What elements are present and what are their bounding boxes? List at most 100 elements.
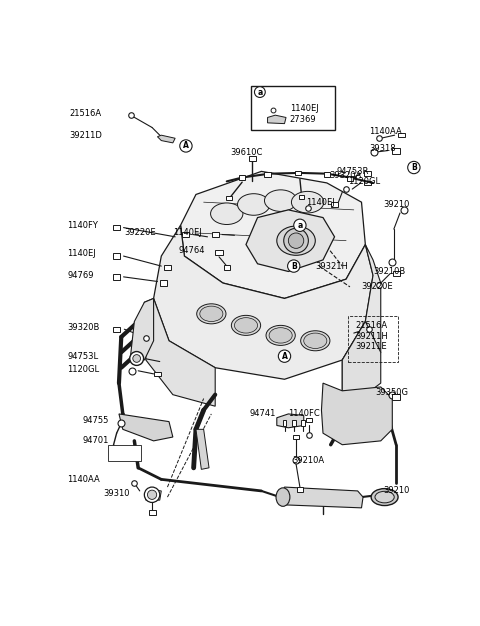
Bar (393, 272, 400, 276)
Circle shape (278, 350, 291, 362)
Polygon shape (342, 322, 381, 394)
Bar (295, 171, 301, 175)
Text: 39210B: 39210B (373, 267, 405, 276)
Circle shape (254, 86, 265, 98)
Text: 27369: 27369 (290, 115, 316, 125)
Bar (113, 225, 120, 230)
Polygon shape (144, 299, 215, 406)
Circle shape (288, 260, 300, 272)
Ellipse shape (300, 331, 330, 351)
Text: 39211H: 39211H (355, 332, 388, 341)
Polygon shape (246, 210, 335, 272)
Text: 1140AA: 1140AA (369, 127, 402, 136)
Bar (113, 254, 120, 259)
Polygon shape (157, 135, 175, 143)
Text: 94753R: 94753R (337, 167, 369, 176)
Text: a: a (297, 221, 302, 230)
Text: B: B (411, 163, 417, 172)
Circle shape (133, 355, 141, 362)
Text: 94741: 94741 (250, 409, 276, 418)
Ellipse shape (197, 304, 226, 324)
Ellipse shape (371, 489, 398, 506)
Bar (299, 195, 304, 198)
FancyBboxPatch shape (108, 446, 141, 461)
Ellipse shape (200, 306, 223, 322)
Bar (306, 418, 312, 423)
Text: 1120GL: 1120GL (67, 365, 99, 374)
Bar (292, 420, 296, 426)
Bar (239, 175, 245, 180)
Bar (113, 274, 120, 280)
Text: 1140FC: 1140FC (288, 409, 320, 418)
Bar (301, 420, 305, 426)
Bar (364, 172, 371, 176)
Bar (332, 202, 337, 207)
Text: A: A (183, 141, 189, 150)
Ellipse shape (269, 327, 292, 343)
Polygon shape (154, 225, 373, 379)
Text: a: a (257, 88, 263, 96)
Text: B: B (291, 262, 297, 270)
Ellipse shape (375, 491, 394, 503)
Text: 1140EJ: 1140EJ (290, 104, 319, 113)
Circle shape (408, 162, 420, 173)
Text: 39211D: 39211D (69, 131, 102, 140)
Text: 39210: 39210 (383, 486, 409, 495)
Circle shape (147, 490, 156, 500)
Bar (227, 197, 232, 200)
Text: 39610C: 39610C (230, 148, 263, 156)
Text: 94764: 94764 (178, 246, 205, 255)
Bar (324, 172, 330, 177)
Bar (293, 434, 299, 439)
Text: 39211E: 39211E (355, 342, 387, 351)
Bar (212, 232, 219, 237)
Polygon shape (196, 429, 209, 470)
Polygon shape (131, 299, 154, 360)
Polygon shape (342, 245, 381, 399)
Ellipse shape (234, 317, 258, 333)
Circle shape (144, 487, 160, 503)
Ellipse shape (211, 203, 243, 225)
Bar (113, 327, 120, 332)
Bar (154, 372, 161, 376)
Ellipse shape (291, 192, 324, 213)
Bar (283, 420, 287, 426)
Polygon shape (281, 487, 363, 508)
Bar (160, 280, 167, 285)
Bar (392, 394, 400, 399)
Ellipse shape (231, 316, 261, 336)
Circle shape (288, 233, 304, 249)
Circle shape (180, 140, 192, 152)
Bar (215, 250, 223, 255)
FancyBboxPatch shape (252, 86, 335, 130)
Polygon shape (267, 115, 286, 123)
Text: 39318: 39318 (369, 144, 396, 153)
Bar (164, 265, 171, 270)
Bar (249, 156, 256, 161)
Text: 39310: 39310 (104, 489, 130, 498)
Text: 39210: 39210 (383, 200, 409, 209)
Bar (392, 148, 400, 153)
Text: 39320B: 39320B (67, 323, 100, 332)
Bar (149, 510, 156, 515)
Ellipse shape (304, 333, 327, 349)
Text: 1120GL: 1120GL (348, 177, 380, 186)
Circle shape (130, 352, 144, 366)
Text: 1140FY: 1140FY (67, 221, 98, 230)
Ellipse shape (238, 193, 270, 215)
Ellipse shape (266, 326, 295, 346)
Text: 39321H: 39321H (315, 262, 348, 270)
Bar (347, 176, 353, 181)
Text: A: A (282, 352, 288, 361)
Text: 94769: 94769 (67, 271, 94, 280)
Text: 1140AA: 1140AA (67, 475, 100, 484)
Text: 39210A: 39210A (292, 456, 324, 464)
Ellipse shape (277, 226, 315, 255)
Bar (297, 487, 303, 491)
Text: 94755: 94755 (83, 416, 109, 424)
Polygon shape (144, 490, 161, 500)
Polygon shape (180, 172, 365, 299)
Text: 94753L: 94753L (67, 352, 98, 361)
Polygon shape (322, 383, 392, 444)
Circle shape (294, 219, 306, 232)
